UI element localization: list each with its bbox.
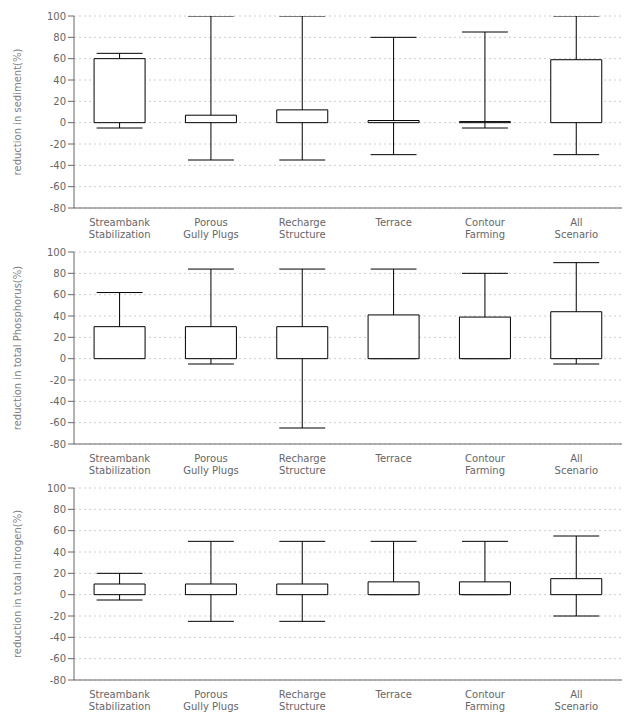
svg-text:40: 40 — [53, 311, 66, 322]
svg-text:AllScenario: AllScenario — [555, 689, 598, 712]
svg-text:40: 40 — [53, 547, 66, 558]
svg-text:-20: -20 — [50, 139, 66, 150]
svg-text:80: 80 — [53, 504, 66, 515]
svg-text:PorousGully Plugs: PorousGully Plugs — [183, 453, 238, 476]
svg-text:-80: -80 — [50, 203, 66, 214]
svg-text:0: 0 — [60, 117, 66, 128]
svg-text:20: 20 — [53, 568, 66, 579]
svg-text:80: 80 — [53, 268, 66, 279]
svg-text:RechargeStructure: RechargeStructure — [279, 453, 326, 476]
svg-text:ContourFarming: ContourFarming — [465, 217, 506, 240]
svg-text:-20: -20 — [50, 375, 66, 386]
svg-text:100: 100 — [47, 247, 66, 258]
svg-text:-60: -60 — [50, 181, 66, 192]
svg-text:20: 20 — [53, 332, 66, 343]
svg-text:80: 80 — [53, 32, 66, 43]
svg-text:PorousGully Plugs: PorousGully Plugs — [183, 217, 238, 240]
svg-text:AllScenario: AllScenario — [555, 453, 598, 476]
svg-text:60: 60 — [53, 289, 66, 300]
svg-text:reduction in total Phosphorus(: reduction in total Phosphorus(%) — [12, 266, 23, 430]
svg-text:RechargeStructure: RechargeStructure — [279, 217, 326, 240]
svg-text:60: 60 — [53, 525, 66, 536]
svg-text:-60: -60 — [50, 417, 66, 428]
svg-text:RechargeStructure: RechargeStructure — [279, 689, 326, 712]
svg-text:PorousGully Plugs: PorousGully Plugs — [183, 689, 238, 712]
svg-text:20: 20 — [53, 96, 66, 107]
svg-text:-80: -80 — [50, 439, 66, 450]
svg-text:-20: -20 — [50, 611, 66, 622]
svg-text:Terrace: Terrace — [374, 217, 411, 228]
svg-text:ContourFarming: ContourFarming — [465, 689, 506, 712]
svg-text:ContourFarming: ContourFarming — [465, 453, 506, 476]
svg-text:100: 100 — [47, 483, 66, 494]
svg-text:StreambankStabilization: StreambankStabilization — [89, 689, 151, 712]
svg-text:0: 0 — [60, 353, 66, 364]
svg-text:60: 60 — [53, 53, 66, 64]
svg-text:Terrace: Terrace — [374, 689, 411, 700]
svg-text:-40: -40 — [50, 160, 66, 171]
svg-text:StreambankStabilization: StreambankStabilization — [89, 217, 151, 240]
svg-text:-60: -60 — [50, 653, 66, 664]
svg-text:StreambankStabilization: StreambankStabilization — [89, 453, 151, 476]
svg-text:AllScenario: AllScenario — [555, 217, 598, 240]
svg-text:-80: -80 — [50, 675, 66, 686]
svg-text:0: 0 — [60, 589, 66, 600]
svg-text:40: 40 — [53, 75, 66, 86]
svg-text:reduction in sediment(%): reduction in sediment(%) — [12, 49, 23, 176]
svg-text:-40: -40 — [50, 632, 66, 643]
svg-text:100: 100 — [47, 11, 66, 22]
svg-text:-40: -40 — [50, 396, 66, 407]
svg-text:Terrace: Terrace — [374, 453, 411, 464]
svg-text:reduction in total nitrogen(%): reduction in total nitrogen(%) — [12, 510, 23, 658]
